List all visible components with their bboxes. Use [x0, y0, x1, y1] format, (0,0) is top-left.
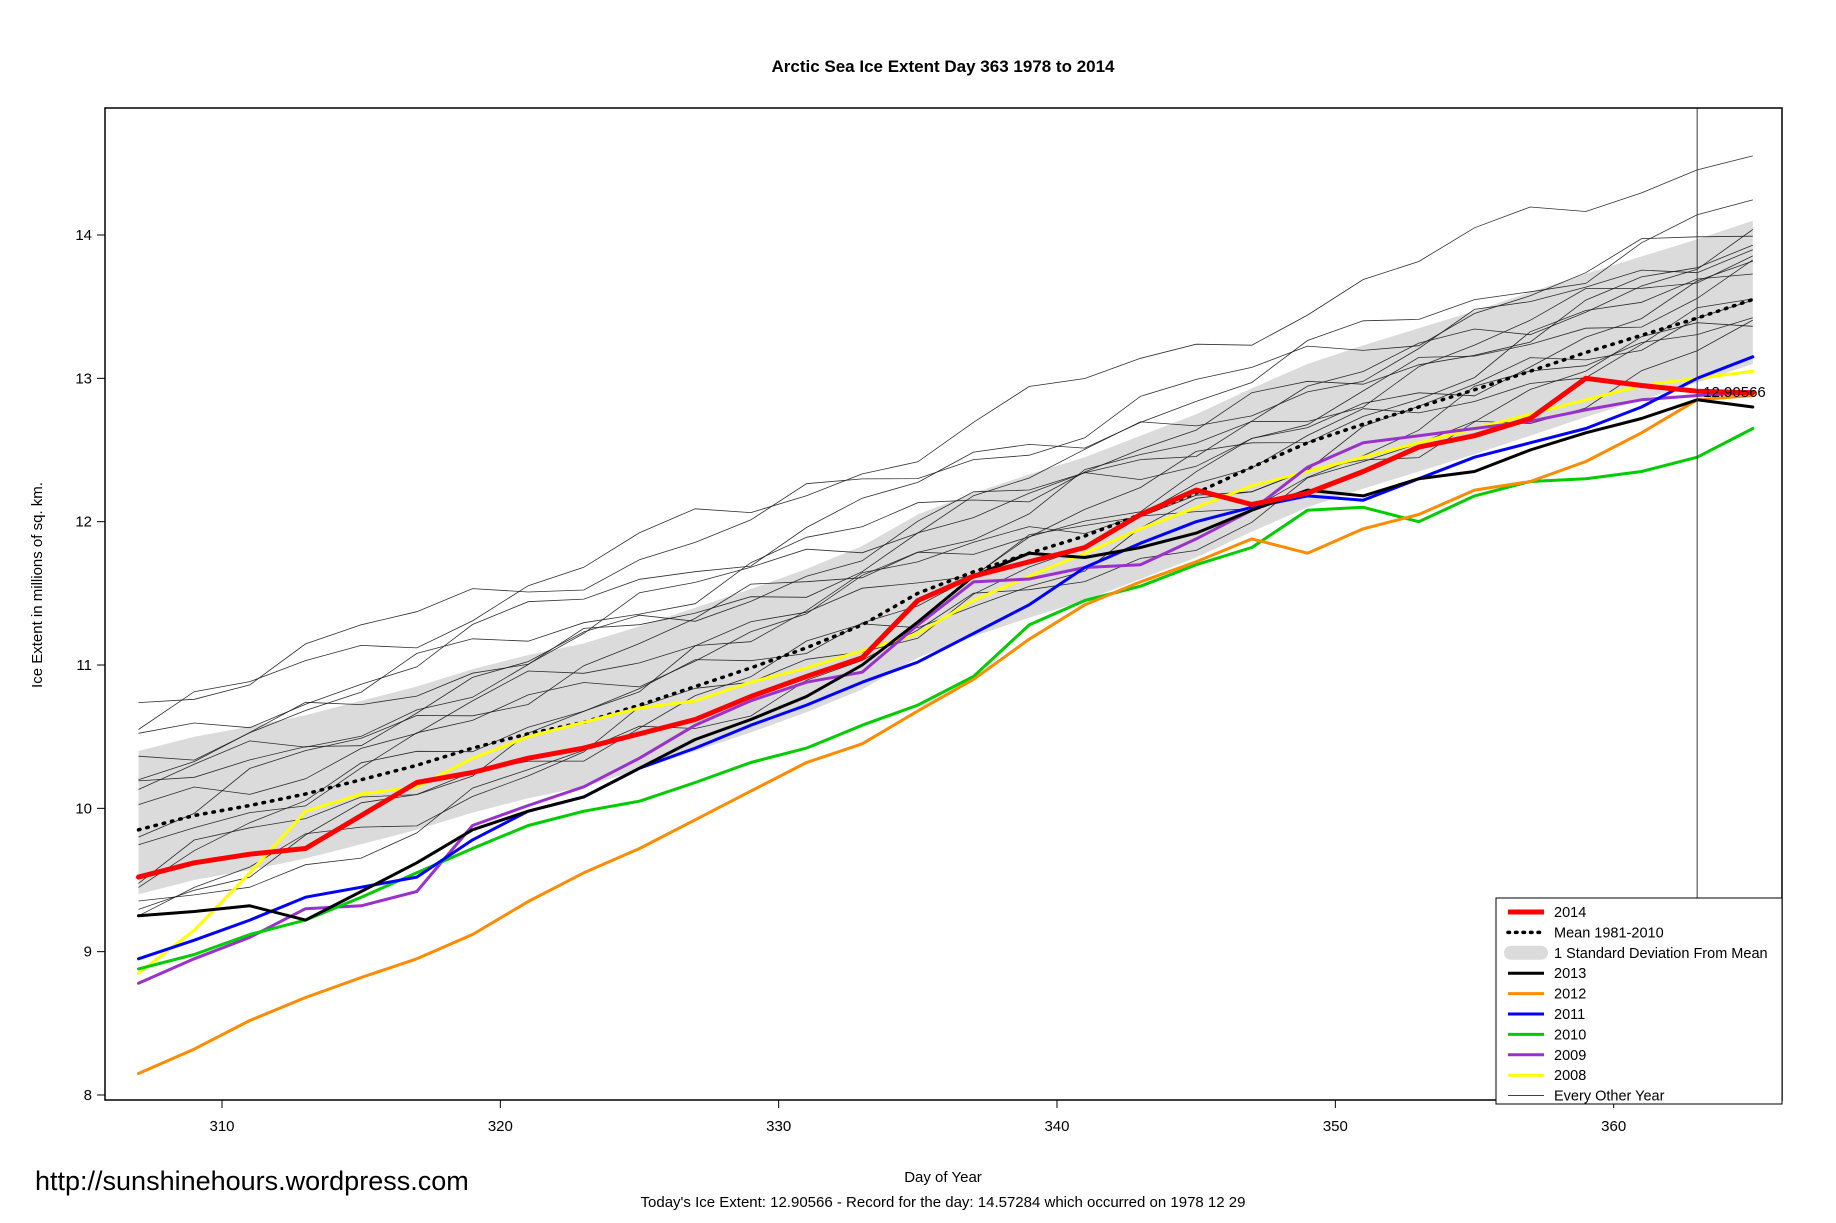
x-tick-label: 310	[209, 1118, 234, 1135]
year-line-2012	[137, 394, 1755, 1075]
footer-note: Today's Ice Extent: 12.90566 - Record fo…	[641, 1194, 1246, 1211]
mean-line	[136, 297, 1755, 832]
every-other-year-line	[138, 260, 1753, 846]
every-other-year-line	[138, 244, 1753, 761]
y-tick-label: 12	[75, 514, 92, 531]
legend-item-mean-1981-2010: Mean 1981-2010	[1506, 925, 1664, 941]
current-extent-annotation: 12.90566	[1703, 384, 1766, 401]
every-other-year-line	[138, 273, 1753, 888]
legend-item-2009: 2009	[1508, 1048, 1586, 1064]
year-line-2013	[137, 398, 1755, 922]
every-other-year-line	[138, 229, 1754, 782]
year-series-lines	[136, 355, 1756, 1075]
every-other-year-line	[138, 298, 1753, 805]
year-line-2011	[137, 355, 1755, 961]
legend-item-label: 2008	[1554, 1068, 1586, 1084]
legend-item-2012: 2012	[1508, 987, 1586, 1003]
watermark-url: http://sunshinehours.wordpress.com	[35, 1166, 469, 1196]
legend: 2014 Mean 1981-2010 1 Standard Deviation F…	[1495, 897, 1783, 1105]
legend-item-2011: 2011	[1508, 1007, 1585, 1023]
legend-item-label: 2010	[1554, 1027, 1586, 1043]
every-other-year-line	[138, 259, 1754, 790]
std-deviation-band	[138, 220, 1753, 895]
legend-item-2013: 2013	[1508, 966, 1586, 982]
legend-item-label: 2014	[1554, 905, 1586, 921]
y-tick-label: 10	[75, 800, 92, 817]
legend-item-2014: 2014	[1508, 905, 1586, 921]
legend-item-label: 2012	[1554, 987, 1586, 1003]
legend-item-label: 2013	[1554, 966, 1586, 982]
legend-item-label: 1 Standard Deviation From Mean	[1554, 946, 1768, 962]
year-line-2009	[137, 391, 1755, 985]
year-line-2010	[137, 427, 1755, 971]
y-tick-label: 13	[75, 370, 92, 387]
every-other-year-line	[138, 299, 1753, 884]
y-tick-label: 14	[75, 227, 92, 244]
every-other-year-line	[138, 255, 1753, 838]
legend-box	[1495, 897, 1783, 1105]
y-tick-label: 8	[84, 1087, 92, 1104]
chart-title: Arctic Sea Ice Extent Day 363 1978 to 20…	[771, 57, 1115, 76]
legend-item-label: 2009	[1554, 1048, 1586, 1064]
x-tick-label: 330	[766, 1118, 791, 1135]
y-tick-label: 11	[76, 657, 92, 674]
y-axis-title: Ice Extent in millions of sq. km.	[29, 482, 46, 688]
legend-item-label: Every Other Year	[1554, 1089, 1665, 1105]
legend-item-every-other-year: Every Other Year	[1508, 1089, 1665, 1105]
year-line-2014	[136, 375, 1756, 880]
every-other-year-line	[138, 319, 1753, 902]
legend-item-label: 2011	[1554, 1007, 1585, 1023]
y-tick-label: 9	[84, 944, 92, 961]
x-tick-label: 350	[1323, 1118, 1348, 1135]
legend-band-swatch	[1504, 945, 1548, 960]
mean-1981-2010-line	[136, 297, 1755, 832]
x-tick-label: 320	[488, 1118, 513, 1135]
legend-item-2008: 2008	[1508, 1068, 1586, 1084]
axes: 310 320 330 340 350 360 8 9 10 11 12 13 14	[75, 227, 1626, 1135]
every-other-year-line	[138, 235, 1753, 703]
legend-item-label: Mean 1981-2010	[1554, 925, 1664, 941]
x-axis-title: Day of Year	[904, 1169, 982, 1186]
std-deviation-band-area	[138, 220, 1753, 895]
every-other-year-line	[138, 155, 1753, 730]
x-tick-label: 340	[1044, 1118, 1069, 1135]
plot-border	[104, 107, 1783, 1101]
legend-item-2010: 2010	[1508, 1027, 1586, 1043]
every-other-year-line	[138, 199, 1753, 734]
x-tick-label: 360	[1601, 1118, 1626, 1135]
every-other-year-line	[138, 249, 1753, 781]
legend-item-1-standard-deviation-from-mean: 1 Standard Deviation From Mean	[1504, 945, 1768, 962]
